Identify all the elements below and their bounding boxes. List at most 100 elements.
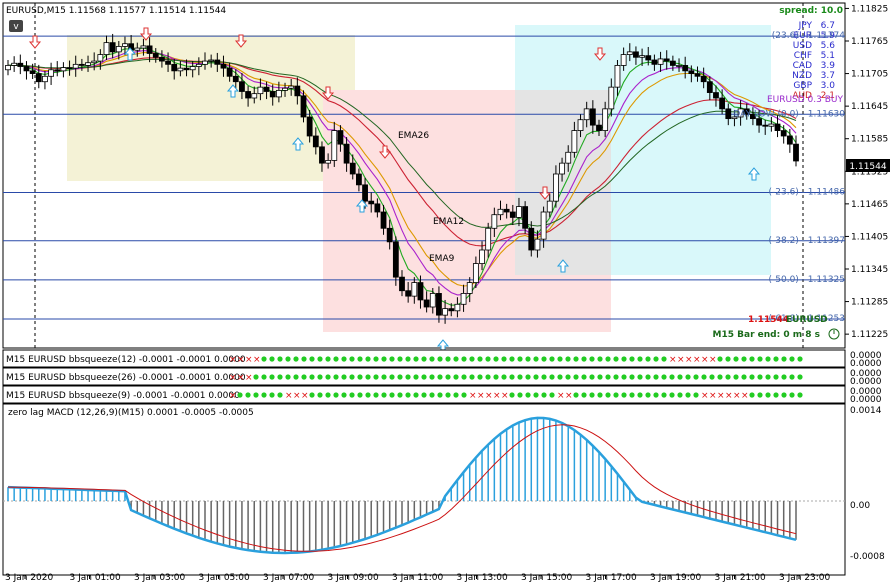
- squeeze-dot: [573, 356, 579, 362]
- candle-body: [614, 65, 621, 88]
- squeeze-dot: [549, 392, 555, 398]
- squeeze-dot: [285, 374, 291, 380]
- squeeze-dot: [549, 374, 555, 380]
- squeeze-dot: [517, 392, 523, 398]
- buy-arrow-icon: [355, 199, 369, 213]
- candle-body: [645, 55, 652, 61]
- sell-arrow-icon: [378, 145, 392, 159]
- candle-body: [694, 73, 701, 77]
- squeeze-dot: [445, 392, 451, 398]
- squeeze-dot: [773, 374, 779, 380]
- squeeze-dot: [437, 374, 443, 380]
- squeeze-dot: [389, 374, 395, 380]
- candle-body: [134, 47, 141, 51]
- squeeze-dot: [373, 356, 379, 362]
- squeeze-x-marker: ×: [709, 391, 717, 401]
- squeeze-dot: [621, 356, 627, 362]
- candle-body: [239, 81, 245, 92]
- squeeze-dot: [317, 374, 323, 380]
- squeeze-dot: [693, 392, 699, 398]
- candle-body: [331, 130, 338, 161]
- candle-body: [706, 81, 713, 93]
- currency-value: 6.7: [821, 21, 835, 31]
- candle-body: [159, 56, 165, 62]
- sell-arrow-icon: [321, 86, 335, 100]
- squeeze-dot: [533, 374, 539, 380]
- squeeze-dot: [741, 356, 747, 362]
- squeeze-dot: [661, 374, 667, 380]
- price-axis: 1.11825 1.11765 1.11705 1.11645 1.11585 1.115…: [845, 4, 888, 340]
- fib-labels: (23.6) - 1.11774 DAY LOW (0.0) - 1.11630 (…: [733, 31, 845, 324]
- squeeze-dot: [549, 356, 555, 362]
- price-tick-label: 1.11525: [851, 167, 888, 177]
- candle-body: [774, 123, 781, 131]
- squeeze-dot: [293, 356, 299, 362]
- squeeze-dot: [413, 356, 419, 362]
- bar-end-timer: M15 Bar end: 0 m 8 s: [713, 330, 820, 340]
- squeeze-dot: [453, 356, 459, 362]
- squeeze-dot: [765, 392, 771, 398]
- candle-body: [503, 208, 510, 213]
- squeeze-dot: [389, 392, 395, 398]
- squeeze-dot: [717, 356, 723, 362]
- candle-body: [780, 130, 787, 137]
- buy-arrow-icon: [556, 259, 570, 273]
- sell-arrow-icon: [234, 34, 248, 48]
- candle-body: [682, 65, 689, 72]
- squeeze-dot: [309, 392, 315, 398]
- currency-name: CAD: [793, 61, 812, 71]
- squeeze-dot: [453, 374, 459, 380]
- candle-body: [485, 227, 492, 251]
- fib-label: DAY LOW (0.0) - 1.11630: [733, 109, 845, 119]
- squeeze-x-marker: ×: [733, 391, 741, 401]
- squeeze-dot: [469, 374, 475, 380]
- candle-body: [171, 63, 178, 72]
- ema-12-line: [7, 51, 797, 287]
- squeeze-dot: [597, 374, 603, 380]
- squeeze-x-marker: ×: [301, 391, 309, 401]
- squeeze-dot: [349, 356, 355, 362]
- candle-body: [516, 206, 522, 218]
- squeeze-dot: [365, 392, 371, 398]
- squeeze-dot: [773, 392, 779, 398]
- candle-body: [479, 249, 485, 264]
- time-tick-label: 3 Jan 01:00: [70, 573, 122, 582]
- squeeze-dot: [445, 356, 451, 362]
- squeeze-dot: [613, 392, 619, 398]
- candle-body: [11, 62, 18, 66]
- macd-panel[interactable]: [2, 403, 846, 576]
- squeeze-x-marker: ×: [669, 355, 677, 365]
- squeeze-dot: [261, 374, 267, 380]
- bbsqueeze-axis-bottom: 0.0000: [850, 377, 882, 387]
- price-tick-label: 1.11285: [851, 298, 888, 308]
- candle-body: [633, 51, 639, 58]
- candle-body: [454, 303, 461, 312]
- chart-menu-button[interactable]: [9, 20, 23, 32]
- squeeze-dot: [525, 356, 531, 362]
- candle-body: [793, 143, 799, 162]
- squeeze-x-marker: ×: [709, 355, 717, 365]
- squeeze-x-marker: ×: [701, 355, 709, 365]
- bbsqueeze-label: M15 EURUSD bbsqueeze(9) -0.0001 -0.0001 …: [6, 391, 240, 401]
- squeeze-dot: [541, 392, 547, 398]
- squeeze-dot: [637, 374, 643, 380]
- currency-name: JPY: [798, 21, 813, 31]
- candle-body: [528, 227, 535, 251]
- squeeze-dot: [565, 356, 571, 362]
- currency-name: NZD: [792, 71, 812, 81]
- squeeze-dot: [781, 374, 787, 380]
- candle-body: [522, 206, 529, 229]
- candle-body: [312, 135, 319, 148]
- squeeze-dot: [789, 356, 795, 362]
- squeeze-dot: [533, 392, 539, 398]
- squeeze-dot: [741, 374, 747, 380]
- bbsqueeze-panels[interactable]: M15 EURUSD bbsqueeze(12) -0.0001 -0.0001…: [2, 349, 882, 405]
- squeeze-x-marker: ×: [237, 355, 245, 365]
- squeeze-dot: [677, 374, 683, 380]
- time-tick-label: 3 Jan 17:00: [586, 573, 638, 582]
- currency-value: 2.1: [821, 91, 835, 101]
- candle-body: [146, 45, 153, 54]
- time-tick-label: 3 Jan 07:00: [263, 573, 315, 582]
- squeeze-dot: [485, 374, 491, 380]
